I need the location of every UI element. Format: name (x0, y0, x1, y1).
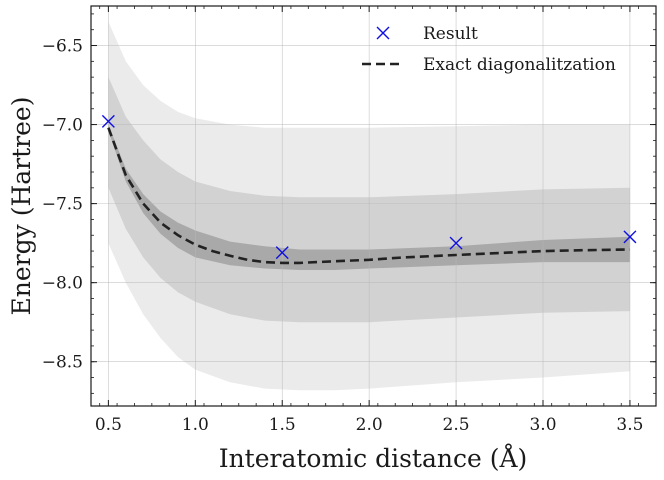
series-lines (107, 127, 630, 265)
axis-ticks: 0.5 1.0 1.5 2.0 2.5 3.0 3.5 −6.5 −7.0 −7.5 −8.0 −8.… (42, 6, 656, 435)
result-point (101, 114, 115, 128)
legend-result-label: Result (423, 24, 478, 44)
result-point (275, 246, 289, 260)
plot-frame (90, 5, 657, 407)
x-tick-label: 0.5 (95, 415, 122, 435)
y-tick-label: −8.5 (42, 353, 83, 373)
legend-result-marker (376, 26, 390, 40)
legend: Result Exact diagonalitzation (362, 24, 616, 75)
x-tick-label: 1.0 (182, 415, 209, 435)
y-tick-label: −8.0 (42, 274, 83, 294)
inner-band (108, 124, 630, 270)
y-tick-label: −7.0 (42, 116, 83, 136)
y-axis-label: Energy (Hartree) (7, 97, 36, 316)
x-tick-label: 2.5 (443, 415, 470, 435)
legend-exact-label: Exact diagonalitzation (423, 55, 616, 75)
x-tick-label: 3.5 (616, 415, 643, 435)
grid-lines (91, 6, 656, 406)
x-axis-label: Interatomic distance (Å) (219, 443, 528, 473)
result-point (449, 236, 463, 250)
result-point (623, 230, 637, 244)
y-tick-label: −6.5 (42, 37, 83, 57)
y-tick-label: −7.5 (42, 195, 83, 215)
x-tick-label: 2.0 (356, 415, 383, 435)
exact-diagonalitzation-line (107, 127, 630, 265)
x-tick-label: 1.5 (269, 415, 296, 435)
result-markers (101, 114, 637, 260)
x-tick-label: 3.0 (529, 415, 556, 435)
